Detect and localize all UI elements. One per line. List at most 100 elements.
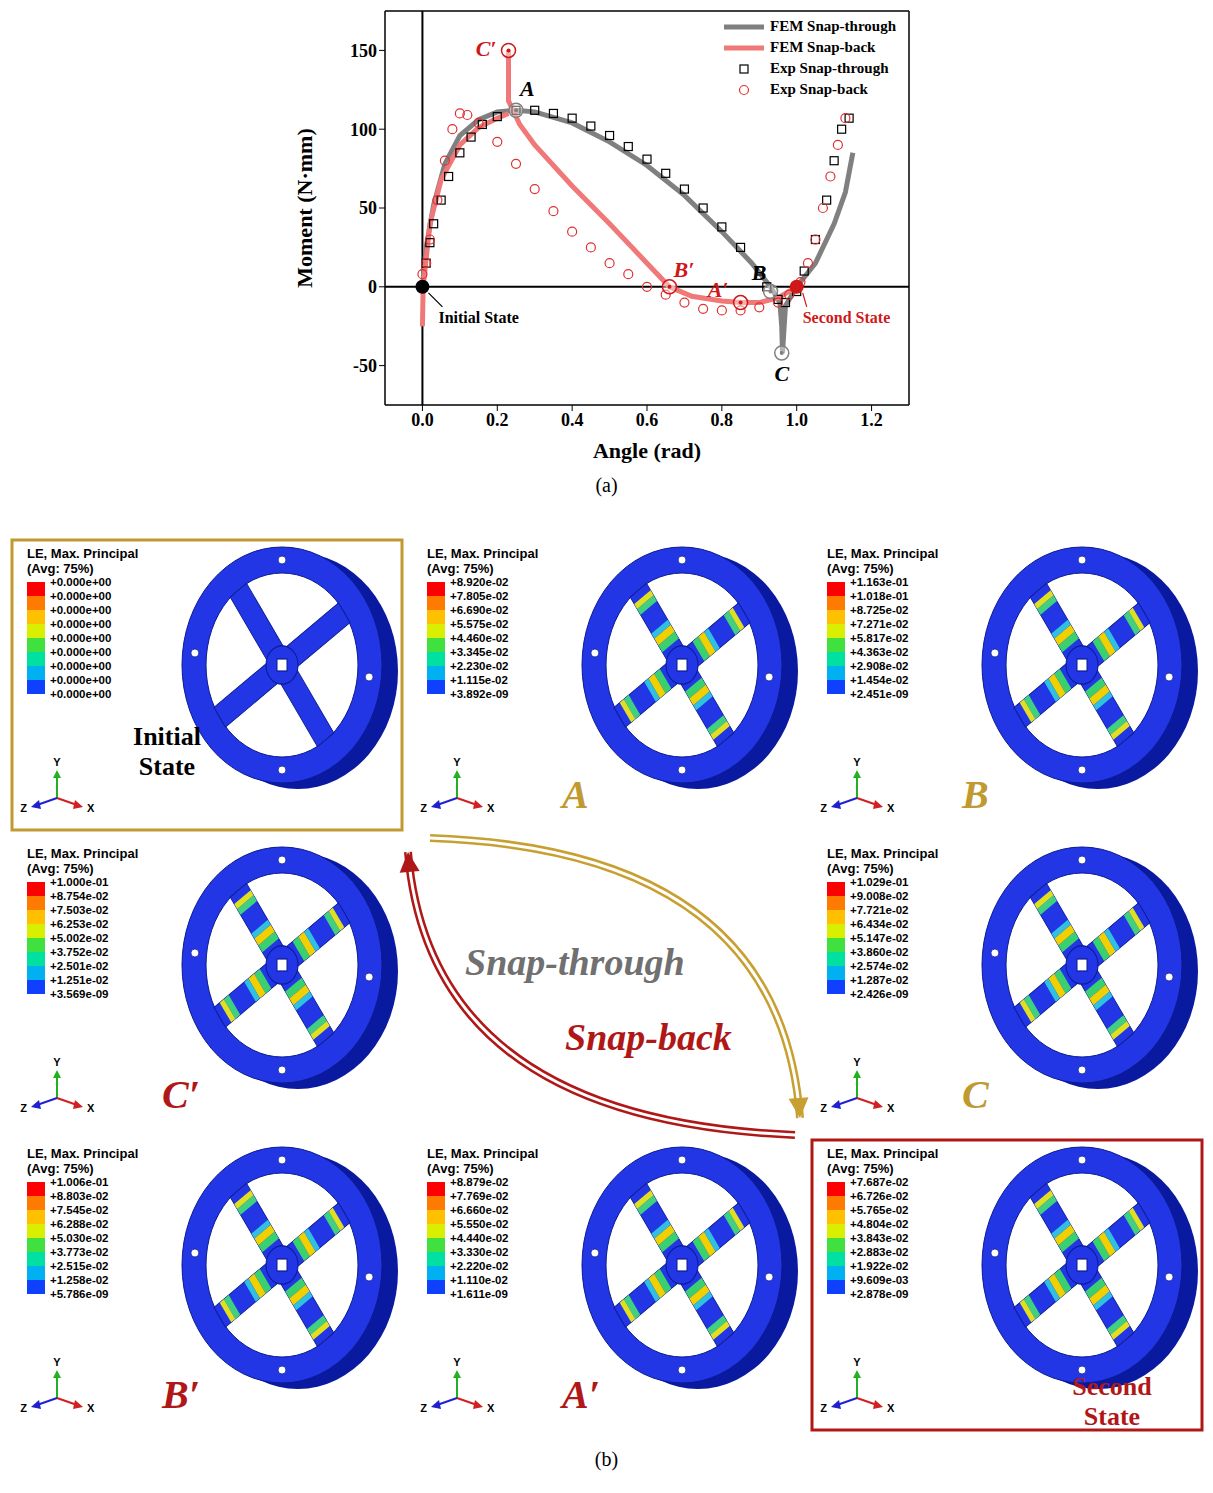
svg-text:(Avg: 75%): (Avg: 75%) <box>27 861 94 876</box>
svg-text:50: 50 <box>359 198 377 218</box>
svg-text:+8.920e-02: +8.920e-02 <box>450 576 509 588</box>
svg-text:+6.690e-02: +6.690e-02 <box>450 604 509 616</box>
svg-text:(Avg: 75%): (Avg: 75%) <box>27 1161 94 1176</box>
svg-text:State: State <box>1084 1402 1140 1431</box>
svg-text:150: 150 <box>350 41 377 61</box>
svg-text:Y: Y <box>53 1056 61 1068</box>
svg-text:X: X <box>487 1402 495 1414</box>
svg-text:1.0: 1.0 <box>785 410 808 430</box>
svg-text:+5.575e-02: +5.575e-02 <box>450 618 509 630</box>
svg-text:Y: Y <box>53 756 61 768</box>
svg-text:+1.163e-01: +1.163e-01 <box>850 576 909 588</box>
svg-text:Initial: Initial <box>133 722 201 751</box>
svg-text:+3.773e-02: +3.773e-02 <box>50 1246 109 1258</box>
svg-text:+8.754e-02: +8.754e-02 <box>50 890 109 902</box>
svg-text:Z: Z <box>20 1102 27 1114</box>
svg-text:Z: Z <box>820 802 827 814</box>
svg-text:+2.515e-02: +2.515e-02 <box>50 1260 109 1272</box>
svg-text:+0.000e+00: +0.000e+00 <box>50 576 111 588</box>
svg-text:Y: Y <box>53 1356 61 1368</box>
svg-text:Y: Y <box>853 756 861 768</box>
svg-text:+1.115e-02: +1.115e-02 <box>450 674 508 686</box>
svg-text:+6.288e-02: +6.288e-02 <box>50 1218 109 1230</box>
svg-text:Z: Z <box>20 802 27 814</box>
svg-text:0.4: 0.4 <box>561 410 584 430</box>
svg-text:+0.000e+00: +0.000e+00 <box>50 688 111 700</box>
svg-text:+1.006e-01: +1.006e-01 <box>50 1176 109 1188</box>
svg-text:+5.550e-02: +5.550e-02 <box>450 1218 509 1230</box>
svg-text:Snap-back: Snap-back <box>565 1016 732 1058</box>
svg-text:+2.220e-02: +2.220e-02 <box>450 1260 509 1272</box>
svg-text:+9.008e-02: +9.008e-02 <box>850 890 909 902</box>
svg-text:Y: Y <box>853 1056 861 1068</box>
svg-text:+1.251e-02: +1.251e-02 <box>50 974 109 986</box>
svg-text:C′: C′ <box>476 36 497 61</box>
svg-text:Z: Z <box>820 1402 827 1414</box>
svg-text:+2.908e-02: +2.908e-02 <box>850 660 909 672</box>
svg-text:+0.000e+00: +0.000e+00 <box>50 632 111 644</box>
svg-text:LE, Max. Principal: LE, Max. Principal <box>27 846 138 861</box>
svg-text:+5.786e-09: +5.786e-09 <box>50 1288 109 1300</box>
svg-text:+2.574e-02: +2.574e-02 <box>850 960 909 972</box>
svg-text:X: X <box>87 802 95 814</box>
svg-text:X: X <box>87 1102 95 1114</box>
svg-text:+2.883e-02: +2.883e-02 <box>850 1246 909 1258</box>
svg-text:B′: B′ <box>161 1372 200 1417</box>
svg-text:+2.426e-09: +2.426e-09 <box>850 988 909 1000</box>
svg-text:B′: B′ <box>672 257 694 282</box>
svg-text:LE, Max. Principal: LE, Max. Principal <box>27 546 138 561</box>
svg-text:Second: Second <box>1072 1372 1152 1401</box>
svg-text:X: X <box>487 802 495 814</box>
svg-text:+5.817e-02: +5.817e-02 <box>850 632 909 644</box>
svg-text:0.6: 0.6 <box>636 410 659 430</box>
svg-text:+1.000e-01: +1.000e-01 <box>50 876 109 888</box>
svg-text:+7.545e-02: +7.545e-02 <box>50 1204 109 1216</box>
svg-text:+7.271e-02: +7.271e-02 <box>850 618 909 630</box>
svg-text:+1.287e-02: +1.287e-02 <box>850 974 909 986</box>
svg-text:Second State: Second State <box>803 309 891 326</box>
svg-text:A′: A′ <box>559 1372 600 1417</box>
svg-text:+2.451e-09: +2.451e-09 <box>850 688 909 700</box>
svg-text:+1.258e-02: +1.258e-02 <box>50 1274 109 1286</box>
svg-text:A: A <box>518 76 535 101</box>
svg-text:A: A <box>559 772 589 817</box>
svg-text:Z: Z <box>420 802 427 814</box>
svg-text:Y: Y <box>453 1356 461 1368</box>
svg-text:+0.000e+00: +0.000e+00 <box>50 660 111 672</box>
svg-text:+5.765e-02: +5.765e-02 <box>850 1204 909 1216</box>
svg-text:+3.860e-02: +3.860e-02 <box>850 946 909 958</box>
svg-text:+7.721e-02: +7.721e-02 <box>850 904 909 916</box>
svg-text:+1.018e-01: +1.018e-01 <box>850 590 909 602</box>
svg-text:X: X <box>87 1402 95 1414</box>
svg-text:100: 100 <box>350 120 377 140</box>
svg-text:+5.147e-02: +5.147e-02 <box>850 932 909 944</box>
svg-text:-50: -50 <box>353 356 377 376</box>
svg-text:+3.569e-09: +3.569e-09 <box>50 988 109 1000</box>
svg-text:C: C <box>962 1072 990 1117</box>
svg-text:Angle (rad): Angle (rad) <box>593 438 701 463</box>
svg-text:+7.503e-02: +7.503e-02 <box>50 904 109 916</box>
svg-text:+1.029e-01: +1.029e-01 <box>850 876 909 888</box>
svg-text:(Avg: 75%): (Avg: 75%) <box>827 861 894 876</box>
svg-text:Z: Z <box>420 1402 427 1414</box>
svg-text:+8.725e-02: +8.725e-02 <box>850 604 909 616</box>
svg-text:Initial State: Initial State <box>438 309 518 326</box>
svg-text:LE, Max. Principal: LE, Max. Principal <box>427 1146 538 1161</box>
svg-text:B: B <box>751 260 767 285</box>
svg-text:+6.253e-02: +6.253e-02 <box>50 918 109 930</box>
svg-text:+1.611e-09: +1.611e-09 <box>450 1288 508 1300</box>
svg-text:+7.805e-02: +7.805e-02 <box>450 590 509 602</box>
svg-text:X: X <box>887 802 895 814</box>
svg-text:LE, Max. Principal: LE, Max. Principal <box>27 1146 138 1161</box>
svg-text:(Avg: 75%): (Avg: 75%) <box>827 1161 894 1176</box>
svg-text:X: X <box>887 1102 895 1114</box>
svg-text:X: X <box>887 1402 895 1414</box>
svg-text:+3.892e-09: +3.892e-09 <box>450 688 509 700</box>
svg-text:+4.440e-02: +4.440e-02 <box>450 1232 509 1244</box>
svg-text:Snap-through: Snap-through <box>465 941 685 983</box>
svg-text:0.2: 0.2 <box>486 410 509 430</box>
svg-text:+0.000e+00: +0.000e+00 <box>50 590 111 602</box>
svg-text:LE, Max. Principal: LE, Max. Principal <box>427 546 538 561</box>
svg-text:1.2: 1.2 <box>860 410 883 430</box>
svg-text:C: C <box>774 361 789 386</box>
